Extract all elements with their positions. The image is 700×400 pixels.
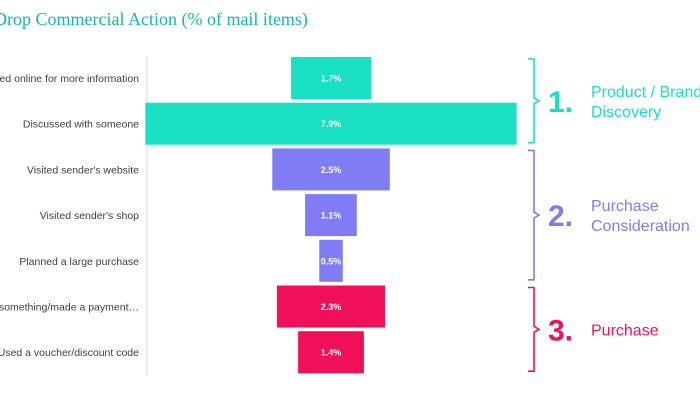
funnel-bar (291, 57, 371, 99)
category-label: Used a voucher/discount code (0, 347, 139, 359)
stage-label: Discovery (591, 104, 661, 121)
funnel-bar (319, 239, 343, 282)
value-label: 2.5% (321, 165, 342, 175)
category-labels: Searched online for more information Disc… (0, 73, 139, 359)
stage-number: 2. (548, 200, 573, 233)
category-label: Planned a large purchase (19, 256, 139, 268)
category-label: Bought something/made a payment… (0, 302, 139, 314)
funnel-bar (305, 194, 357, 237)
value-label: 1.7% (321, 74, 342, 84)
stage-bracket (528, 286, 541, 372)
value-label: 2.3% (321, 302, 342, 312)
stage-label: Purchase (591, 198, 659, 215)
chart-title: Drop Commercial Action (% of mail items) (0, 9, 308, 29)
funnel-bar (298, 331, 364, 374)
stage-label: Purchase (591, 322, 659, 339)
stage-bracket (528, 58, 541, 144)
value-label: 7.9% (321, 119, 342, 129)
stage-number: 1. (548, 86, 573, 119)
stage-annotations: 1. Product / Brand Discovery 2. Purchase Cons… (528, 58, 700, 372)
stage-bracket (528, 149, 541, 281)
stage-label: Consideration (591, 218, 690, 235)
value-labels: 1.7% 7.9% 2.5% 1.1% 0.5% 2.3% 1.4% (321, 74, 342, 358)
funnel-bar (272, 148, 390, 191)
stage-number: 3. (548, 314, 573, 347)
bars-layer (145, 57, 517, 374)
category-label: Visited sender's website (27, 164, 139, 176)
category-label: Searched online for more information (0, 73, 139, 85)
funnel-bar (145, 102, 517, 145)
value-label: 0.5% (321, 256, 342, 266)
value-label: 1.1% (321, 211, 342, 221)
category-label: Visited sender's shop (40, 210, 139, 222)
value-label: 1.4% (321, 348, 342, 358)
funnel-bar (276, 285, 385, 328)
stage-label: Product / Brand (591, 84, 700, 101)
category-label: Discussed with someone (23, 119, 139, 131)
